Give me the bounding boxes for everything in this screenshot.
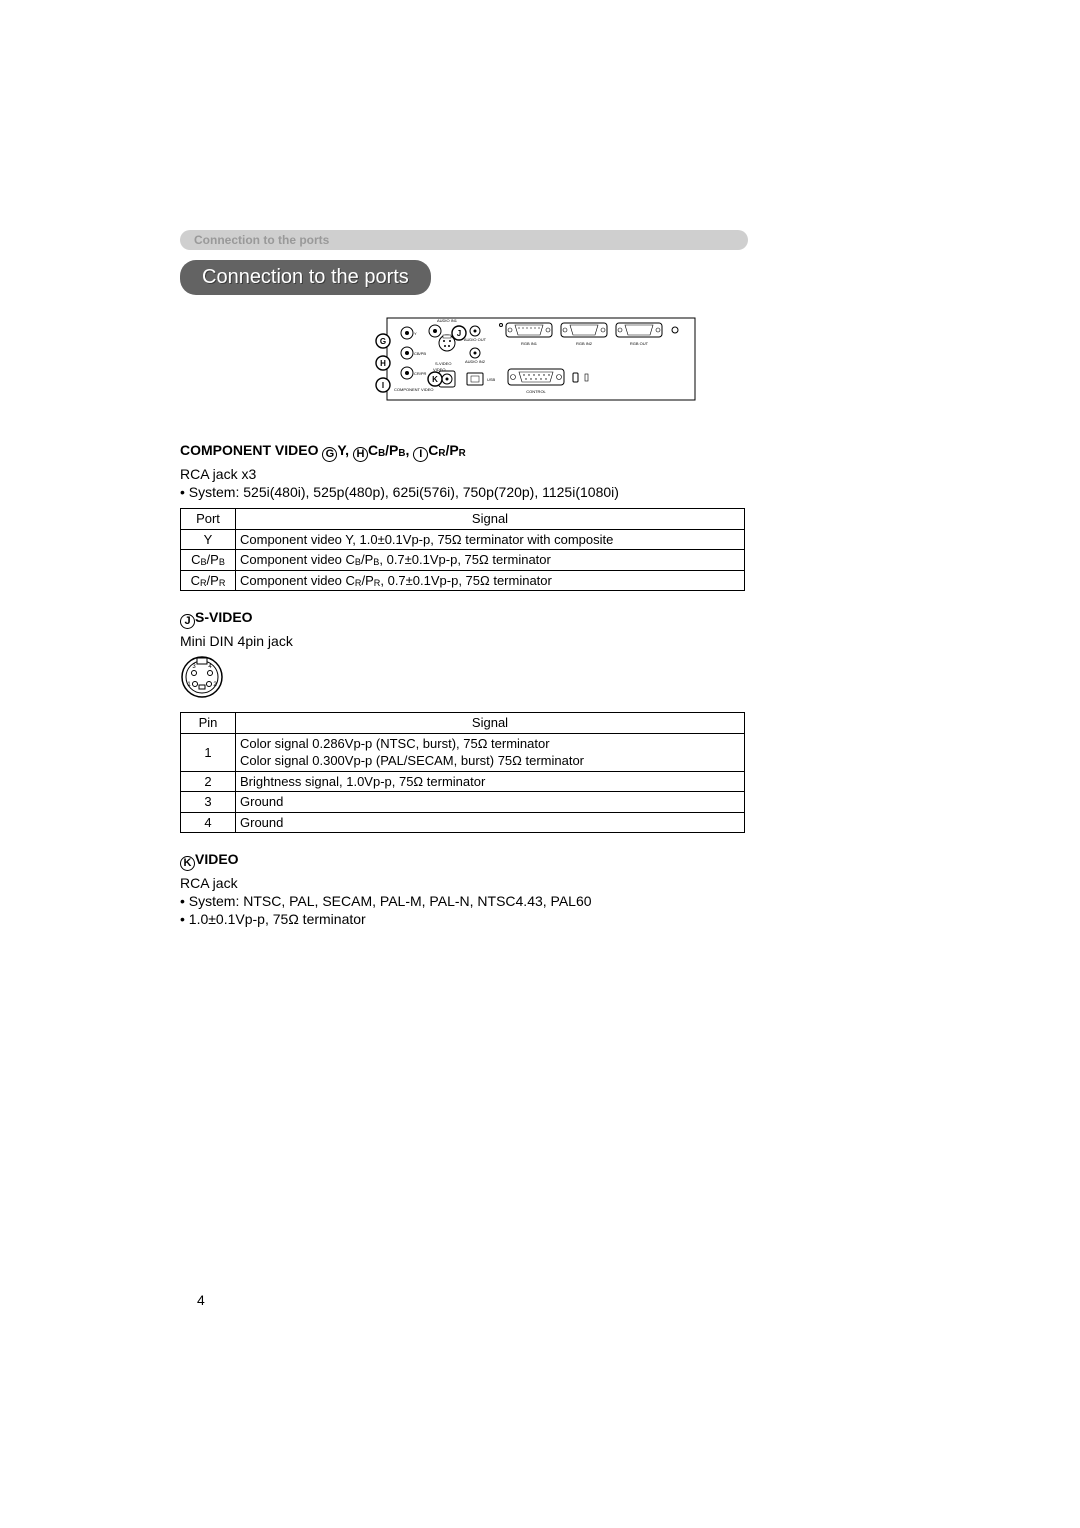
svg-text:Y: Y: [414, 331, 417, 336]
table-row: CB/PBComponent video CB/PB, 0.7±0.1Vp-p,…: [181, 550, 745, 571]
svideo-heading: JS-VIDEO: [180, 609, 900, 629]
svg-text:H: H: [380, 359, 386, 368]
svg-text:AUDIO IN1: AUDIO IN1: [437, 318, 458, 323]
table-row: YComponent video Y, 1.0±0.1Vp-p, 75Ω ter…: [181, 529, 745, 550]
table-row: 4Ground: [181, 812, 745, 833]
ports-diagram: Y CB/PB CR/PR COMPONENT VIDEO AUDIO IN1 …: [375, 313, 705, 409]
svg-text:S-VIDEO: S-VIDEO: [435, 361, 451, 366]
svg-text:RGB IN1: RGB IN1: [521, 341, 538, 346]
svg-text:K: K: [432, 375, 438, 384]
svideo-table: PinSignal 1Color signal 0.286Vp-p (NTSC,…: [180, 712, 745, 833]
table-row: CR/PRComponent video CR/PR, 0.7±0.1Vp-p,…: [181, 570, 745, 591]
svg-text:COMPONENT VIDEO: COMPONENT VIDEO: [394, 387, 434, 392]
component-video-heading: COMPONENT VIDEO GY, HCB/PB, ICR/PR: [180, 442, 900, 462]
svg-text:I: I: [382, 381, 384, 390]
svg-text:3: 3: [192, 664, 196, 670]
video-sub1: RCA jack: [180, 875, 900, 891]
svg-text:RGB OUT: RGB OUT: [630, 341, 649, 346]
table-row: 1Color signal 0.286Vp-p (NTSC, burst), 7…: [181, 733, 745, 771]
svideo-sub1: Mini DIN 4pin jack: [180, 633, 900, 649]
svg-text:USB: USB: [487, 377, 496, 382]
svg-text:VIDEO: VIDEO: [433, 367, 445, 372]
video-heading: KVIDEO: [180, 851, 900, 871]
svg-text:J: J: [457, 329, 461, 338]
svg-text:AUDIO OUT: AUDIO OUT: [464, 337, 487, 342]
svg-text:1: 1: [187, 682, 191, 688]
page-number: 4: [197, 1292, 205, 1308]
page-title: Connection to the ports: [180, 260, 431, 295]
component-video-sub2: • System: 525i(480i), 525p(480p), 625i(5…: [180, 484, 900, 500]
svg-text:G: G: [380, 337, 386, 346]
video-sub2: • System: NTSC, PAL, SECAM, PAL-M, PAL-N…: [180, 893, 900, 909]
video-sub3: • 1.0±0.1Vp-p, 75Ω terminator: [180, 911, 900, 927]
mini-din-icon: 3 4 1 2: [180, 655, 900, 704]
table-row: 2Brightness signal, 1.0Vp-p, 75Ω termina…: [181, 771, 745, 792]
component-video-table: PortSignal YComponent video Y, 1.0±0.1Vp…: [180, 508, 745, 591]
svg-text:CR/PR: CR/PR: [414, 371, 427, 376]
breadcrumb: Connection to the ports: [180, 230, 748, 250]
svg-text:AUDIO IN2: AUDIO IN2: [465, 359, 486, 364]
svg-text:RGB IN2: RGB IN2: [576, 341, 593, 346]
svg-text:CONTROL: CONTROL: [526, 389, 546, 394]
component-video-sub1: RCA jack x3: [180, 466, 900, 482]
svg-text:CB/PB: CB/PB: [414, 351, 426, 356]
table-row: 3Ground: [181, 792, 745, 813]
